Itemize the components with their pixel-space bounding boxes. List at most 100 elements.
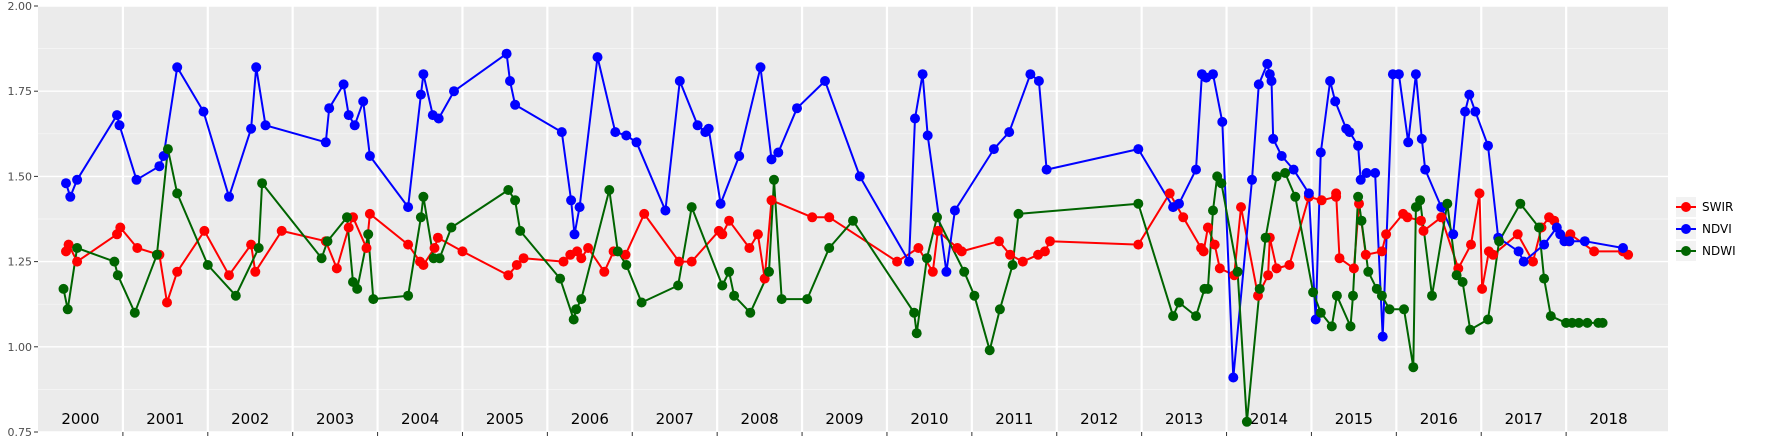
- data-point-swir: [1331, 188, 1342, 199]
- data-point-swir: [1376, 246, 1387, 257]
- data-point-swir: [1623, 249, 1634, 260]
- year-label: 2005: [486, 410, 524, 428]
- data-point-swir: [994, 236, 1004, 247]
- data-point-ndwi: [555, 273, 566, 284]
- data-point-ndwi: [1442, 198, 1453, 209]
- year-label: 2018: [1589, 410, 1627, 428]
- data-point-ndwi: [745, 307, 756, 318]
- data-point-swir: [913, 243, 924, 253]
- data-point-ndvi: [660, 205, 671, 216]
- data-point-ndwi: [352, 283, 363, 294]
- data-point-ndvi: [415, 89, 426, 100]
- data-point-swir: [1133, 239, 1144, 250]
- data-point-ndwi: [1534, 222, 1544, 233]
- data-point-ndvi: [1191, 164, 1201, 175]
- data-point-swir: [331, 263, 342, 274]
- data-point-swir: [1271, 263, 1282, 274]
- data-point-ndwi: [959, 266, 970, 277]
- data-point-ndwi: [58, 283, 69, 294]
- data-point-ndvi: [1325, 76, 1336, 86]
- year-label: 2004: [401, 410, 439, 428]
- x-axis: [122, 432, 1567, 436]
- legend-label: NDWI: [1702, 244, 1736, 258]
- data-point-ndvi: [592, 52, 603, 63]
- data-point-ndwi: [418, 191, 429, 202]
- data-point-ndwi: [322, 236, 333, 247]
- year-label: 2011: [995, 410, 1033, 428]
- data-point-swir: [63, 239, 74, 250]
- data-point-ndwi: [1348, 290, 1358, 301]
- year-label: 2007: [656, 410, 694, 428]
- data-point-swir: [132, 243, 143, 253]
- legend: SWIR NDVI NDWI: [1676, 197, 1736, 261]
- data-point-ndvi: [1377, 331, 1388, 342]
- data-point-ndvi: [1217, 116, 1228, 127]
- data-point-ndvi: [1420, 164, 1431, 175]
- data-point-ndwi: [503, 185, 514, 195]
- data-point-ndvi: [692, 120, 703, 131]
- data-point-swir: [72, 256, 83, 267]
- data-point-ndwi: [969, 290, 980, 301]
- data-point-ndwi: [1208, 205, 1218, 216]
- data-point-ndwi: [1290, 191, 1301, 202]
- data-point-ndvi: [324, 103, 335, 114]
- data-point-swir: [115, 222, 126, 233]
- year-label: 2009: [825, 410, 863, 428]
- data-point-ndvi: [320, 137, 331, 148]
- data-point-ndwi: [621, 260, 632, 270]
- data-point-ndwi: [316, 253, 327, 264]
- data-point-ndwi: [172, 188, 183, 199]
- data-point-ndwi: [403, 290, 414, 301]
- data-point-swir: [1512, 229, 1523, 240]
- data-point-swir: [766, 195, 777, 206]
- data-point-ndwi: [1174, 297, 1184, 308]
- data-point-ndwi: [342, 212, 352, 223]
- data-point-swir: [224, 270, 234, 281]
- data-point-ndvi: [1266, 76, 1277, 86]
- data-point-ndwi: [1254, 283, 1265, 294]
- data-point-ndvi: [949, 205, 960, 216]
- data-point-ndvi: [1208, 69, 1218, 80]
- data-point-ndvi: [449, 86, 459, 97]
- data-point-swir: [1436, 212, 1447, 223]
- data-point-swir: [1198, 246, 1209, 257]
- data-point-ndwi: [363, 229, 374, 240]
- data-point-ndvi: [1579, 236, 1590, 247]
- data-point-swir: [1488, 249, 1499, 260]
- y-tick-label: 1.50: [8, 170, 33, 183]
- data-point-swir: [583, 243, 594, 253]
- data-point-ndwi: [1191, 311, 1201, 322]
- data-point-ndvi: [433, 113, 444, 124]
- data-point-swir: [558, 256, 569, 267]
- data-point-ndvi: [1513, 246, 1524, 257]
- data-point-ndvi: [569, 229, 580, 240]
- data-point-swir: [1263, 270, 1274, 281]
- data-point-ndvi: [510, 99, 521, 110]
- data-point-swir: [927, 266, 938, 277]
- data-point-ndwi: [1232, 266, 1243, 277]
- data-point-ndvi: [418, 69, 429, 80]
- data-point-swir: [1236, 202, 1246, 213]
- data-point-swir: [432, 232, 443, 243]
- data-point-ndvi: [674, 76, 685, 86]
- year-label: 2012: [1080, 410, 1118, 428]
- data-point-ndvi: [1410, 69, 1421, 80]
- data-point-ndvi: [1330, 96, 1341, 107]
- data-point-ndvi: [1262, 58, 1273, 69]
- data-point-ndwi: [1168, 311, 1179, 322]
- data-point-ndvi: [734, 151, 745, 161]
- legend-key-point: [1681, 224, 1691, 234]
- data-point-swir: [457, 246, 468, 257]
- data-point-swir: [162, 297, 172, 308]
- data-point-ndvi: [610, 127, 621, 138]
- data-point-ndwi: [604, 185, 615, 195]
- data-point-swir: [956, 246, 967, 257]
- data-point-ndwi: [769, 174, 779, 185]
- data-point-ndvi: [715, 198, 726, 209]
- data-point-ndvi: [1315, 147, 1326, 158]
- data-point-ndwi: [636, 297, 647, 308]
- year-label: 2001: [146, 410, 184, 428]
- data-point-swir: [932, 225, 943, 236]
- data-point-swir: [824, 212, 835, 223]
